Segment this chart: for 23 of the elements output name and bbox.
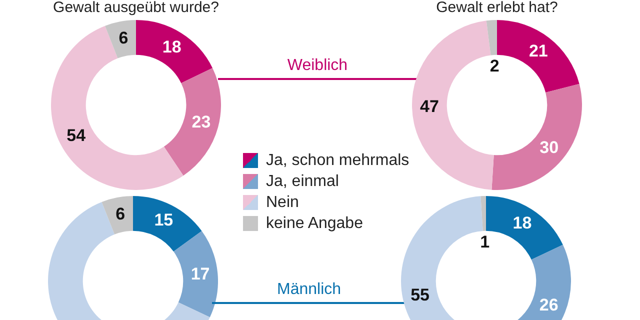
chart-title: Gewalt ausgeübt wurde? xyxy=(52,0,220,16)
legend-label: Nein xyxy=(266,194,299,212)
text: Weiblich xyxy=(286,57,349,75)
data-label: 55 xyxy=(410,285,430,304)
data-label: 2 xyxy=(490,56,500,76)
chart-title: Gewalt erlebt hat? xyxy=(435,0,559,16)
data-label: 23 xyxy=(192,112,211,132)
data-label: 21 xyxy=(528,41,548,60)
data-label: 47 xyxy=(420,96,439,116)
legend-label: Ja, schon mehrmals xyxy=(266,152,410,170)
data-label: 26 xyxy=(539,296,558,315)
data-label: 15 xyxy=(154,210,174,230)
text: Männlich xyxy=(276,281,342,299)
data-label: 1 xyxy=(480,232,490,252)
data-label: 6 xyxy=(118,28,128,48)
data-label: 18 xyxy=(162,37,182,56)
data-label: 30 xyxy=(540,138,559,157)
data-label: 18 xyxy=(512,214,532,233)
legend-label: Ja, einmal xyxy=(266,172,339,190)
legend-label: keine Angabe xyxy=(266,214,363,232)
data-label: 54 xyxy=(66,126,86,146)
data-label: 17 xyxy=(190,264,210,284)
data-label: 6 xyxy=(116,204,126,224)
